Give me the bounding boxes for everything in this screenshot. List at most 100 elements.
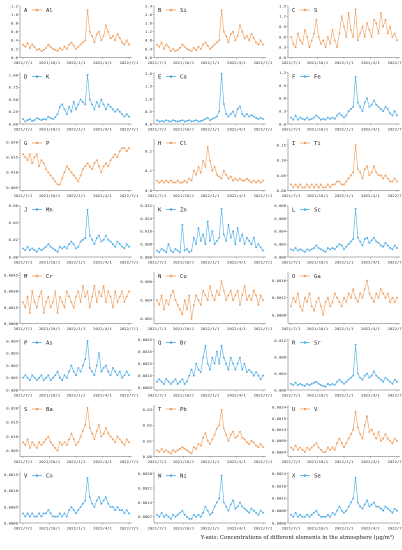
data-point [368,376,371,379]
data-point [329,42,332,45]
data-point [396,439,398,442]
data-point [396,114,398,117]
data-point [40,50,43,53]
data-point [24,444,27,447]
data-point [225,505,228,508]
x-tick-label: 2022/4/1 [227,393,246,398]
data-point [294,46,297,49]
data-point [123,374,126,377]
y-tick-label: 0.005 [6,448,18,453]
data-point [322,313,325,316]
data-point [125,113,128,116]
data-point [31,43,34,46]
data-point [91,103,94,106]
data-point [160,380,163,383]
data-point [345,380,348,383]
data-point [111,156,114,159]
legend-marker [169,407,173,411]
data-point [61,247,64,250]
data-point [114,441,117,444]
data-point [255,41,258,44]
data-point [356,39,359,42]
y-tick-label: 0.01 [143,438,153,443]
y-tick-label: 0.0012 [272,295,287,300]
data-point [377,505,380,508]
x-tick-label: 2022/7/1 [388,193,402,198]
data-point [179,251,181,254]
y-tick-label: 1.2 [279,14,287,19]
panel-v-co: 0.0000 0.0005 0.0010 0.0015 2021/7/1 2021/10/… [4,471,139,531]
data-point [391,248,394,251]
data-point [31,512,34,515]
data-point [58,245,61,248]
data-point [213,433,216,436]
series-line-t-pb [156,409,264,454]
data-point [391,114,394,117]
x-tick-label: 2022/7/1 [388,459,402,464]
data-point [290,248,292,251]
panel-i-ti: 0.00 0.05 0.10 0.15 2021/7/1 2021/10/1 2022/1/… [277,139,402,198]
data-point [250,439,253,442]
data-point [160,294,163,297]
data-point [24,374,27,377]
data-point [303,186,306,189]
data-point [315,18,318,21]
x-tick-label: 2022/1/1 [67,193,86,198]
data-point [42,512,45,515]
series-line-m-cr [22,285,130,313]
data-point [301,117,304,120]
data-point [292,384,295,387]
data-point [160,248,163,250]
x-tick-label: 2022/7/1 [254,326,273,331]
data-point [336,296,339,299]
data-point [239,177,241,180]
data-point [310,382,313,385]
data-point [250,507,253,510]
data-point [121,245,124,248]
data-point [393,244,396,247]
x-tick-label: 2021/7/1 [148,393,167,398]
x-tick-label: 2022/7/1 [388,393,402,398]
data-point [95,159,98,162]
data-point [52,118,54,121]
data-point [218,175,221,178]
data-point [396,296,398,299]
data-point [292,515,295,518]
data-point [308,249,311,252]
data-point [333,117,336,120]
data-point [105,364,107,367]
data-point [188,119,191,122]
data-point [75,177,77,180]
data-point [199,515,202,518]
data-point [211,118,214,120]
data-point [169,517,172,520]
x-tick-label: 2021/7/1 [148,193,167,198]
data-point [211,356,214,359]
x-tick-label: 2022/7/1 [120,393,139,398]
x-tick-label: 2022/7/1 [388,526,402,531]
data-point [45,168,47,171]
data-point [128,115,130,118]
data-point [243,37,246,40]
data-point [232,362,234,365]
legend-label: Co [46,474,53,480]
data-point [45,512,47,515]
data-point [347,110,350,113]
data-point [373,99,375,102]
data-point [174,378,177,381]
data-point [49,117,52,120]
x-tick-label: 2022/4/1 [361,193,380,198]
data-point [393,110,396,113]
data-point [111,505,114,508]
data-point [326,116,329,119]
data-point [125,370,128,373]
data-point [98,290,100,293]
data-point [315,509,318,512]
data-point [179,120,181,122]
x-tick-label: 2022/7/1 [388,326,402,331]
data-point [370,239,373,242]
data-point [190,179,193,182]
y-tick-label: 0.0024 [272,471,287,476]
panel-letter: D [24,75,28,81]
data-point [128,441,130,444]
